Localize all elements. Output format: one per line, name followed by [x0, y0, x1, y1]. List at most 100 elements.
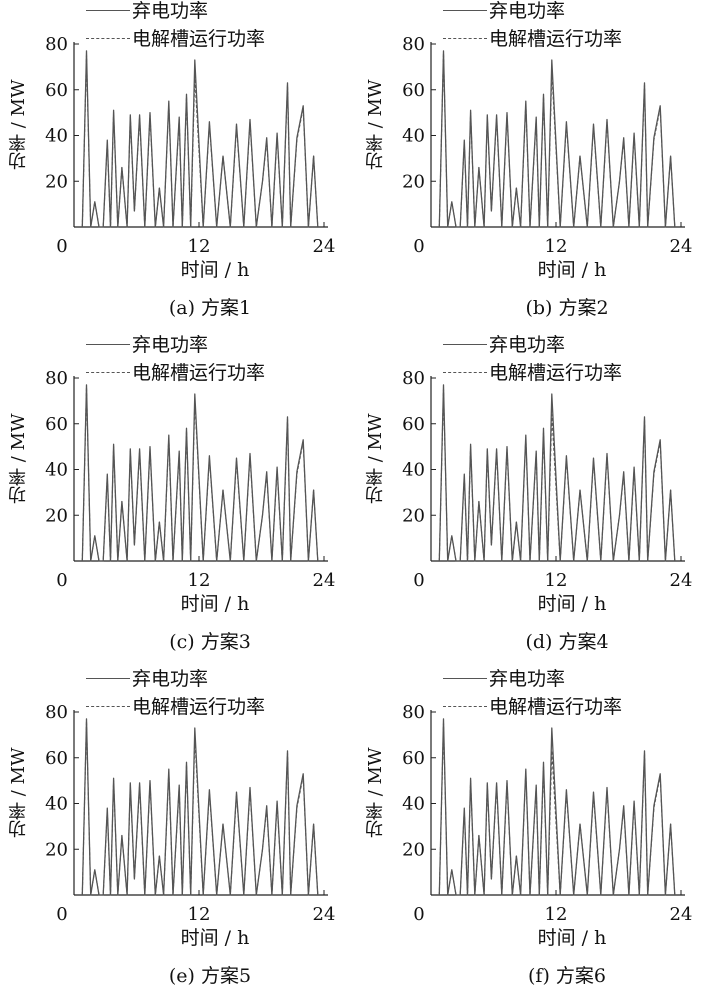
x-axis-label: 时间 / h	[180, 927, 250, 949]
x-axis-label: 时间 / h	[180, 593, 250, 615]
x-tick-label: 24	[670, 904, 693, 925]
y-tick-label: 60	[402, 80, 425, 101]
y-tick-label: 60	[45, 748, 68, 769]
x-tick-label: 0	[413, 236, 424, 257]
legend-label-electrolyzer: 电解槽运行功率	[132, 362, 266, 384]
y-tick-label: 80	[45, 702, 68, 723]
y-tick-label: 20	[45, 171, 68, 192]
legend-label-curtailed: 弃电功率	[132, 0, 209, 22]
y-tick-label: 60	[402, 748, 425, 769]
y-tick-label: 20	[45, 505, 68, 526]
chart-panel-2: 弃电功率 电解槽运行功率 功率 / MW 20 40 60 80 0 12 24 时间 / …	[357, 0, 713, 333]
series-line-electrolyzer	[81, 720, 319, 896]
x-axis-label: 时间 / h	[180, 259, 250, 281]
legend-label-curtailed: 弃电功率	[489, 668, 566, 690]
x-tick-label: 0	[56, 236, 67, 257]
plot-area: 20 40 60 80 0 12 24	[45, 702, 335, 925]
legend-swatch-solid	[443, 343, 487, 345]
panel-caption: (b) 方案2	[525, 297, 609, 319]
x-tick-label: 24	[670, 236, 693, 257]
y-tick-label: 40	[45, 794, 68, 815]
legend-swatch-solid	[443, 9, 487, 11]
legend-item-curtailed: 弃电功率	[443, 0, 565, 22]
legend-swatch-solid	[86, 677, 130, 679]
x-tick-label: 12	[545, 236, 568, 257]
legend-swatch-dashed	[86, 705, 130, 707]
legend-item-curtailed: 弃电功率	[86, 668, 208, 690]
series-line-electrolyzer	[438, 722, 676, 896]
y-tick-label: 40	[402, 794, 425, 815]
y-tick-label: 80	[402, 368, 425, 389]
legend-label-electrolyzer: 电解槽运行功率	[489, 362, 623, 384]
x-axis-label: 时间 / h	[537, 259, 607, 281]
legend-label-curtailed: 弃电功率	[489, 334, 566, 356]
plot-area: 20 40 60 80 0 12 24	[45, 34, 336, 257]
panel-caption: (c) 方案3	[169, 631, 251, 653]
y-tick-label: 80	[45, 368, 68, 389]
legend-item-electrolyzer: 电解槽运行功率	[443, 696, 622, 718]
y-tick-label: 40	[402, 460, 425, 481]
legend-item-electrolyzer: 电解槽运行功率	[86, 696, 265, 718]
y-tick-label: 20	[45, 839, 68, 860]
panel-caption: (d) 方案4	[525, 631, 609, 653]
x-tick-label: 12	[188, 236, 211, 257]
legend-label-electrolyzer: 电解槽运行功率	[489, 696, 623, 718]
y-tick-label: 40	[45, 126, 68, 147]
x-tick-label: 12	[545, 570, 568, 591]
legend-item-electrolyzer: 电解槽运行功率	[443, 28, 622, 50]
plot-area: 20 40 60 80 0 12 24	[402, 34, 693, 257]
legend-item-curtailed: 弃电功率	[86, 334, 208, 356]
x-tick-label: 12	[188, 904, 211, 925]
y-tick-label: 80	[402, 34, 425, 55]
series-line-electrolyzer	[81, 386, 319, 562]
legend-label-curtailed: 弃电功率	[132, 668, 209, 690]
y-tick-label: 60	[402, 414, 425, 435]
legend-item-electrolyzer: 电解槽运行功率	[86, 362, 265, 384]
plot-area: 20 40 60 80 0 12 24	[402, 368, 693, 591]
legend-item-curtailed: 弃电功率	[443, 668, 565, 690]
series-line-curtailed	[438, 50, 676, 228]
series-line-electrolyzer	[438, 388, 676, 562]
chart-panel-6: 弃电功率 电解槽运行功率 功率 / MW 20 40 60 80 0 12 24 时间 / …	[357, 668, 713, 1001]
legend-swatch-solid	[86, 9, 130, 11]
y-tick-label: 20	[402, 171, 425, 192]
x-tick-label: 24	[313, 570, 336, 591]
x-tick-label: 24	[670, 570, 693, 591]
legend-swatch-dashed	[443, 371, 487, 373]
legend-swatch-dashed	[443, 705, 487, 707]
x-tick-label: 12	[545, 904, 568, 925]
legend-item-electrolyzer: 电解槽运行功率	[443, 362, 622, 384]
chart-panel-5: 弃电功率 电解槽运行功率 功率 / MW 20 40 60 80 0 12 24 时间 / …	[0, 668, 356, 1001]
legend-item-curtailed: 弃电功率	[443, 334, 565, 356]
x-tick-label: 0	[56, 904, 67, 925]
legend-label-curtailed: 弃电功率	[132, 334, 209, 356]
legend-label-electrolyzer: 电解槽运行功率	[489, 28, 623, 50]
x-tick-label: 12	[188, 570, 211, 591]
legend-swatch-dashed	[86, 37, 130, 39]
y-tick-label: 40	[402, 126, 425, 147]
series-line-electrolyzer	[438, 52, 676, 228]
series-line-curtailed	[81, 50, 319, 228]
legend-swatch-dashed	[86, 371, 130, 373]
x-tick-label: 24	[313, 236, 336, 257]
chart-panel-4: 弃电功率 电解槽运行功率 功率 / MW 20 40 60 80 0 12 24 时间 / …	[357, 334, 713, 667]
series-line-electrolyzer	[81, 54, 319, 228]
plot-area: 20 40 60 80 0 12 24	[45, 368, 336, 591]
chart-panel-1: 弃电功率 电解槽运行功率 功率 / MW 20 40 60 80 0 12 24 时间 / …	[0, 0, 356, 333]
panel-caption: (a) 方案1	[168, 297, 252, 319]
panel-caption: (e) 方案5	[168, 965, 252, 987]
series-line-curtailed	[81, 718, 319, 896]
chart-panel-3: 弃电功率 电解槽运行功率 功率 / MW 20 40 60 80 0 12 24 时间 / …	[0, 334, 356, 667]
series-line-curtailed	[438, 718, 676, 896]
legend-item-electrolyzer: 电解槽运行功率	[86, 28, 265, 50]
series-line-curtailed	[81, 384, 319, 562]
x-tick-label: 0	[413, 904, 424, 925]
panel-caption: (f) 方案6	[528, 965, 606, 987]
y-tick-label: 80	[402, 702, 425, 723]
legend-swatch-solid	[86, 343, 130, 345]
y-tick-label: 60	[45, 414, 68, 435]
legend-item-curtailed: 弃电功率	[86, 0, 208, 22]
x-tick-label: 0	[56, 570, 67, 591]
y-tick-label: 20	[402, 505, 425, 526]
